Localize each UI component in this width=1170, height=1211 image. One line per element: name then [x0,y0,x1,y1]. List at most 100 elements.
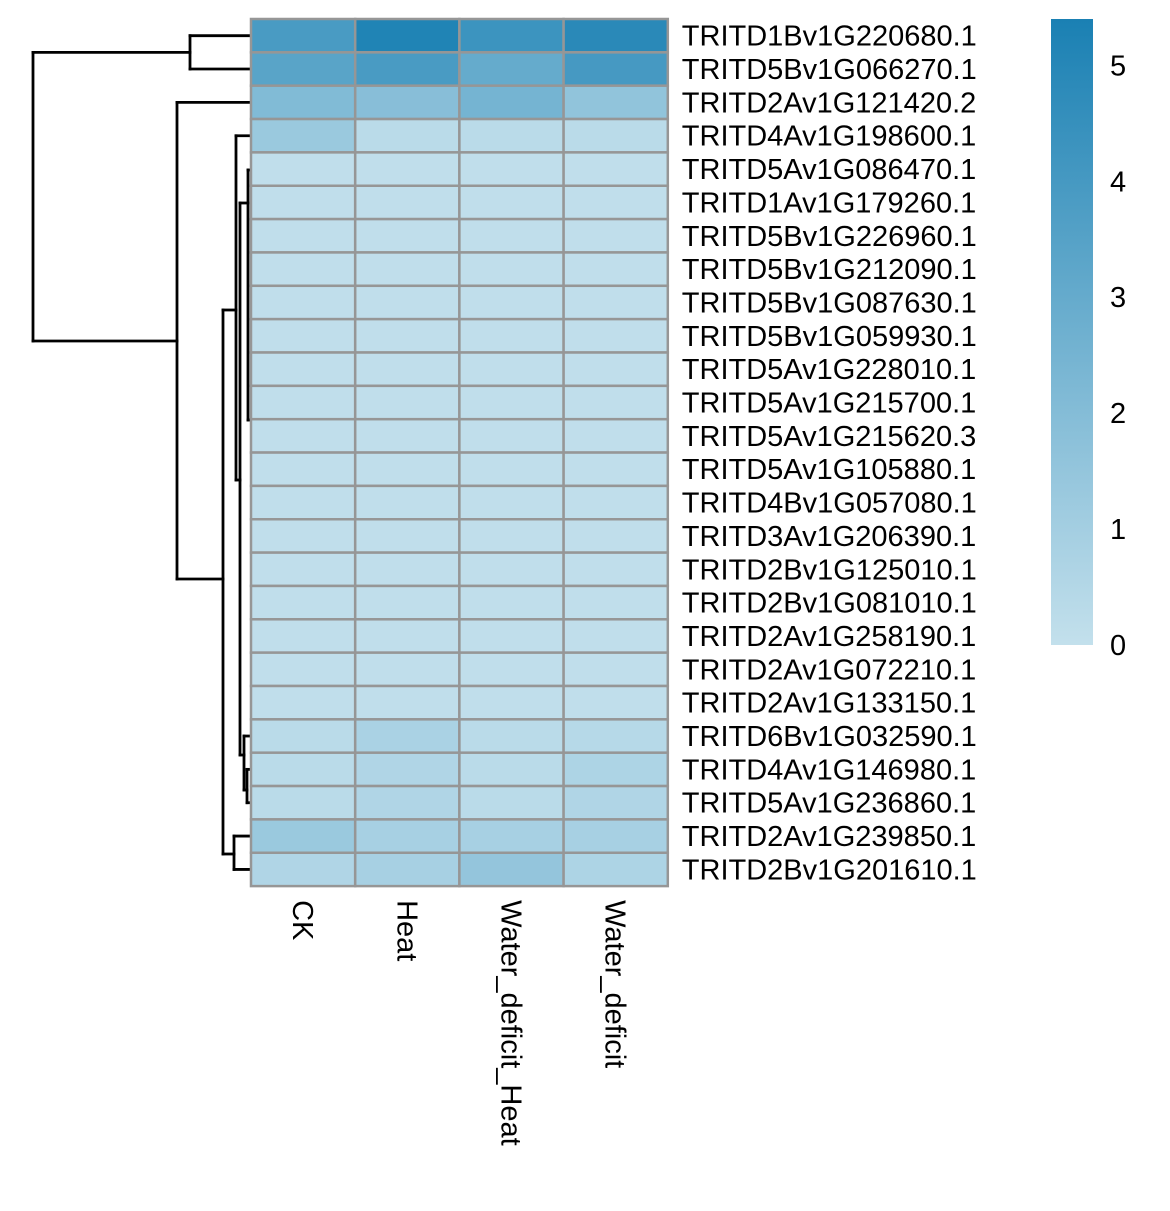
row-label: TRITD4Av1G146980.1 [682,754,976,786]
heatmap-cell [458,17,565,54]
heatmap-cell [249,384,357,421]
heatmap-cell [562,518,670,554]
legend-tick-label: 1 [1110,514,1126,546]
heatmap-cell [249,718,357,754]
row-label: TRITD4Bv1G057080.1 [682,488,977,520]
heatmap-cell [353,518,461,554]
row-label: TRITD5Av1G105880.1 [682,454,976,486]
heatmap-cell [562,451,670,488]
heatmap-cell [249,751,357,788]
legend-tick-label: 0 [1110,630,1126,662]
legend-tick-label: 3 [1110,282,1126,314]
heatmap-cell [249,518,357,554]
heatmap-cell [353,151,461,187]
heatmap-cell [249,451,357,488]
row-label: TRITD2Av1G121420.2 [682,87,976,119]
heatmap-cell [458,84,565,121]
legend-tick-label: 5 [1110,50,1126,82]
heatmap-cell [458,417,565,454]
heatmap-cell [458,518,565,554]
heatmap-cell [249,651,357,688]
heatmap-cell [249,351,357,388]
row-label: TRITD3Av1G206390.1 [682,521,976,553]
row-dendrogram [31,34,253,871]
heatmap-cell [353,618,461,654]
heatmap-cell [562,584,670,621]
row-label: TRITD2Av1G133150.1 [682,688,976,720]
heatmap-cell [458,584,565,621]
row-label: TRITD5Bv1G066270.1 [682,54,977,86]
heatmap-cell [353,117,461,154]
row-label: TRITD1Bv1G220680.1 [682,21,977,53]
heatmap-cell [562,751,670,788]
heatmap-cell [458,151,565,187]
heatmap-cell [249,151,357,187]
heatmap-cell [458,251,565,288]
row-label: TRITD5Bv1G212090.1 [682,254,977,286]
heatmap-cell [353,217,461,254]
row-label: TRITD6Bv1G032590.1 [682,721,977,753]
column-label: CK [286,900,318,941]
heatmap-cell [249,417,357,454]
heatmap-cell [249,17,357,54]
row-label: TRITD1Av1G179260.1 [682,187,976,219]
heatmap-cell [562,417,670,454]
heatmap-cell [562,384,670,421]
heatmap-cell [249,117,357,154]
heatmap-cell [562,51,670,87]
heatmap-cell [562,651,670,688]
heatmap-cell [562,251,670,288]
legend-ticks: 0 1 2 3 4 5 [1110,50,1126,662]
heatmap-cell [458,384,565,421]
heatmap-cell [353,417,461,454]
heatmap-cell [249,551,357,588]
color-legend: 0 1 2 3 4 5 [1051,19,1126,662]
heatmap-cell [562,351,670,388]
heatmap-cell [458,351,565,388]
heatmap-cell [249,251,357,288]
heatmap-cell [458,451,565,488]
heatmap-cell [562,718,670,754]
heatmap-cell [458,684,565,721]
column-label: Heat [390,900,422,961]
heatmap-cell [562,618,670,654]
heatmap-cell [353,851,461,888]
column-labels: CK Heat Water_deficit_Heat Water_deficit [286,900,631,1146]
heatmap-cell [249,618,357,654]
heatmap-cell [353,551,461,588]
heatmap-cell [249,184,357,221]
heatmap-cell [249,584,357,621]
heatmap-cell [353,484,461,521]
heatmap-cell [562,784,670,821]
heatmap-cell [562,317,670,354]
heatmap-cell [458,484,565,521]
heatmap-cell [353,818,461,855]
heatmap-cell [353,584,461,621]
column-label: Water_deficit [599,900,631,1068]
row-label: TRITD5Bv1G087630.1 [682,287,977,319]
heatmap-cell [353,651,461,688]
legend-tick-label: 2 [1110,398,1126,430]
heatmap-cell [353,51,461,87]
heatmap-cell [353,684,461,721]
heatmap-cell [562,17,670,54]
heatmap-cell [458,184,565,221]
heatmap-cell [458,217,565,254]
heatmap-cell [353,84,461,121]
row-label: TRITD5Av1G215700.1 [682,388,976,420]
heatmap-cell [458,651,565,688]
row-label: TRITD5Bv1G226960.1 [682,221,977,253]
legend-tick-label: 4 [1110,166,1126,198]
heatmap-cell [562,84,670,121]
heatmap-cell [249,84,357,121]
heatmap-cell [458,51,565,87]
heatmap-cell [458,818,565,855]
row-label: TRITD5Bv1G059930.1 [682,321,977,353]
heatmap-cell [249,217,357,254]
heatmap-cell [458,284,565,321]
heatmap-cell [458,117,565,154]
heatmap-cell [353,751,461,788]
heatmap-cell [353,718,461,754]
row-label: TRITD2Bv1G081010.1 [682,588,977,620]
